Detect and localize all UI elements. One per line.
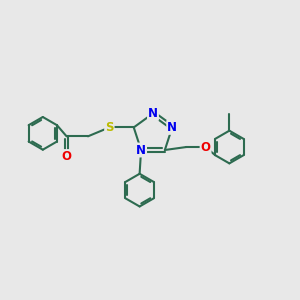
Text: N: N	[148, 107, 158, 120]
Text: N: N	[136, 143, 146, 157]
Text: N: N	[167, 121, 177, 134]
Text: S: S	[105, 121, 114, 134]
Text: O: O	[201, 140, 211, 154]
Text: O: O	[61, 150, 72, 163]
